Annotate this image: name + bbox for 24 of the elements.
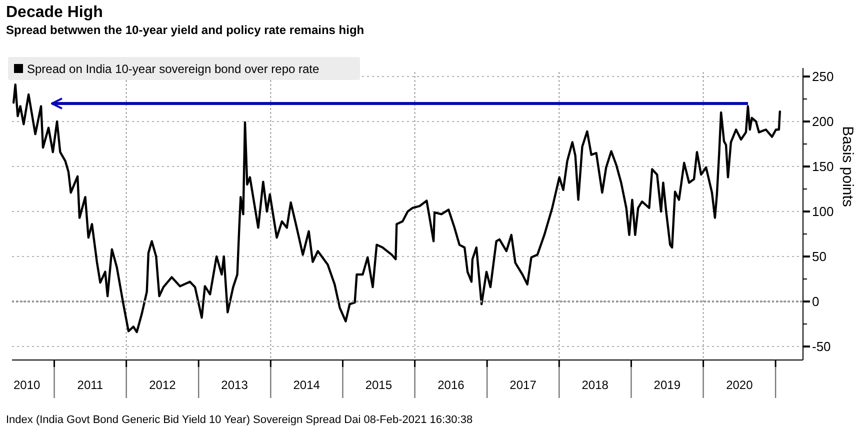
chart-title: Decade High xyxy=(6,4,103,21)
y-tick-label: -50 xyxy=(812,339,831,354)
y-tick-label: 50 xyxy=(812,249,826,264)
y-tick-label: 150 xyxy=(812,159,834,174)
x-tick-label: 2014 xyxy=(293,378,320,392)
chart-subtitle: Spread betwwen the 10-year yield and policy rate remains high xyxy=(6,23,364,37)
x-tick-label: 2013 xyxy=(221,378,248,392)
x-tick-label: 2018 xyxy=(582,378,609,392)
y-tick-label: 0 xyxy=(812,294,820,309)
x-tick-label: 2019 xyxy=(654,378,681,392)
y-tick-label: 100 xyxy=(812,204,834,219)
legend-label: Spread on India 10-year sovereign bond over repo rate xyxy=(27,62,320,76)
x-tick-label: 2015 xyxy=(365,378,392,392)
x-tick-label: 2012 xyxy=(149,378,176,392)
text: Index (India Govt Bond Generic Bid Yield 10 Year) Sovereign Spread Dai 08-Feb-2021 16:30:38 xyxy=(6,414,473,426)
x-tick-label: 2017 xyxy=(510,378,537,392)
x-tick-label: 2011 xyxy=(77,378,104,392)
y-tick-label: 200 xyxy=(812,114,834,129)
y-tick-label: 250 xyxy=(812,69,834,84)
line-series xyxy=(12,84,781,334)
x-tick-label: 2016 xyxy=(438,378,465,392)
x-tick-label: 2020 xyxy=(726,378,754,392)
y-axis-title: Basis points xyxy=(839,126,856,207)
x-tick-label: 2010 xyxy=(13,378,40,392)
